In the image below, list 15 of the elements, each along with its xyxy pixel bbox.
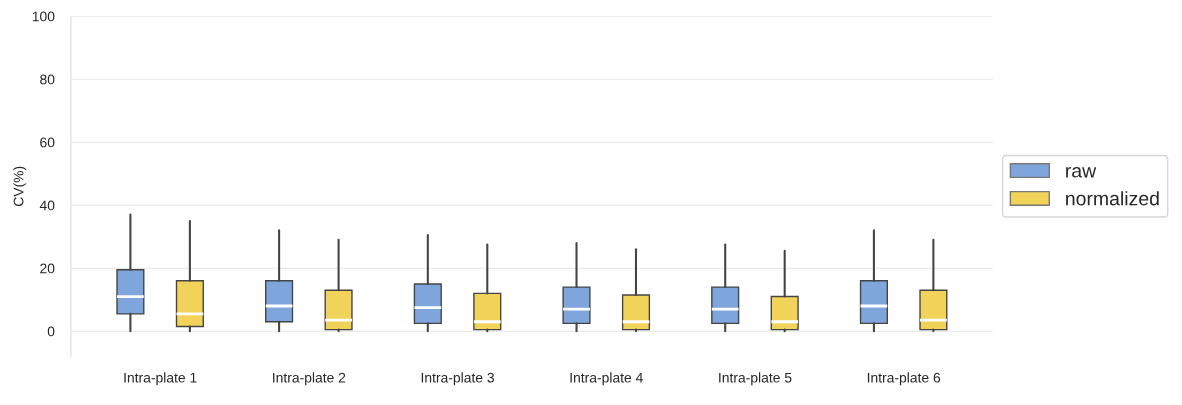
y-tick-label: 60 <box>40 137 55 148</box>
y-tick-label: 100 <box>32 11 55 22</box>
y-tick-label: 0 <box>47 326 55 337</box>
legend-label: raw <box>1066 166 1097 178</box>
x-tick-label: Intra-plate 4 <box>570 372 643 386</box>
legend-label: normalized <box>1066 191 1159 206</box>
x-tick-label: Intra-plate 1 <box>124 372 197 386</box>
y-tick-label: 40 <box>39 200 55 211</box>
y-tick-label: 80 <box>40 74 55 85</box>
x-tick-label: Intra-plate 6 <box>867 372 941 386</box>
x-tick-label: Intra-plate 2 <box>273 372 346 386</box>
y-tick-label: 20 <box>40 263 55 274</box>
y-axis-title: CV(%) <box>13 166 27 207</box>
x-tick-label: Intra-plate 5 <box>719 372 792 386</box>
x-tick-label: Intra-plate 3 <box>421 372 494 386</box>
